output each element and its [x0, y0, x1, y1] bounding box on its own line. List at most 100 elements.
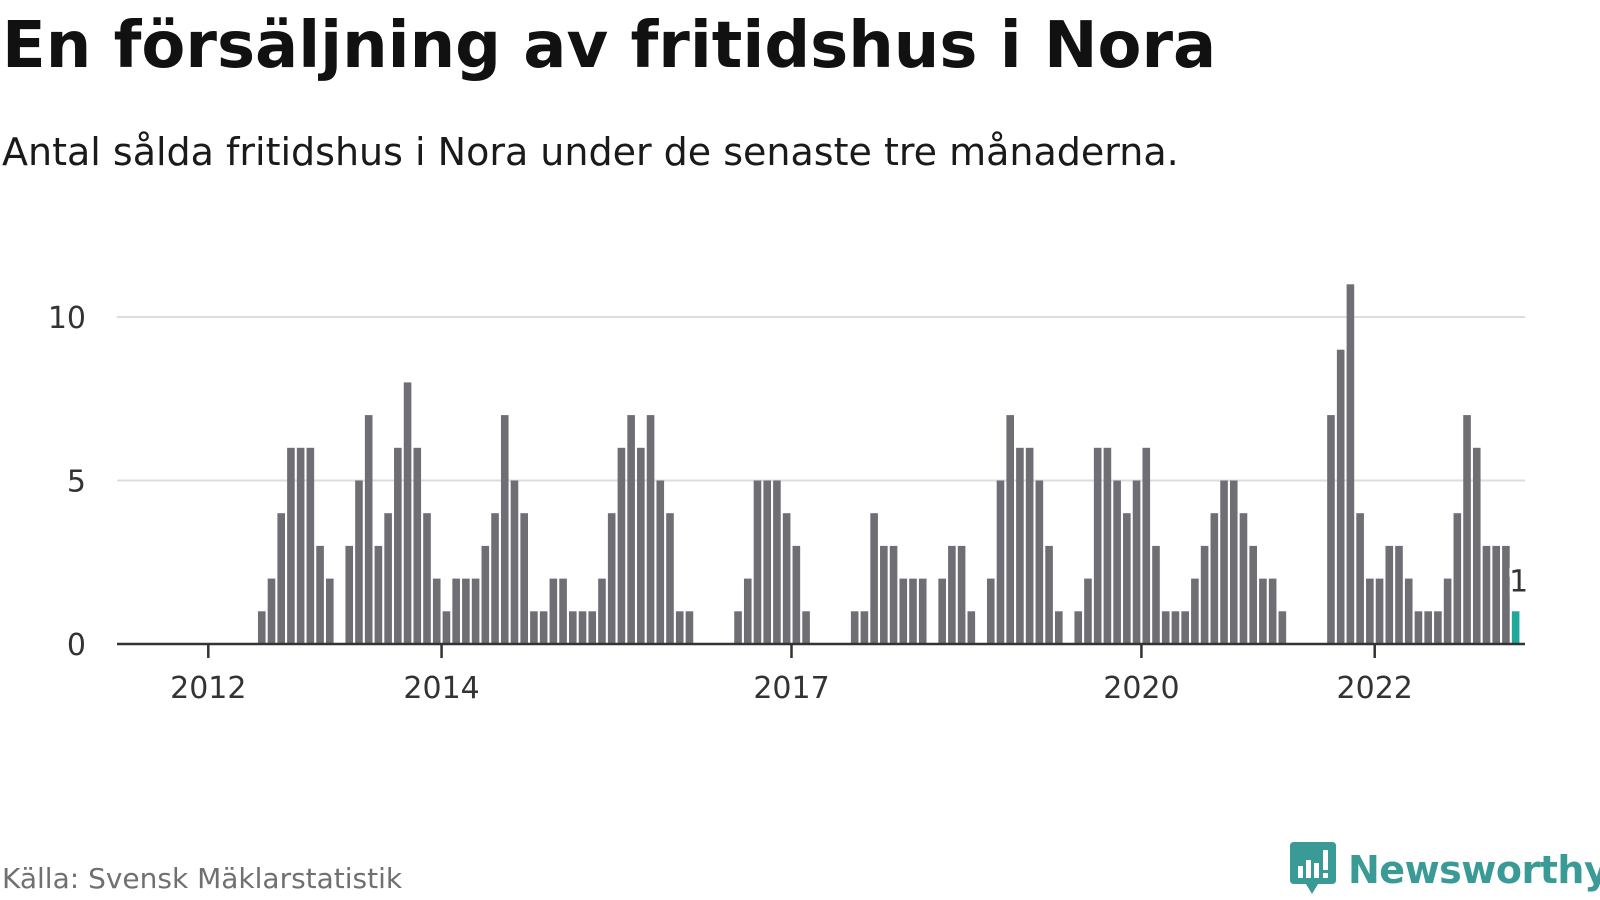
bar	[481, 545, 490, 644]
bar	[870, 513, 878, 644]
bar	[364, 415, 373, 644]
brand-name: Newsworthy	[1348, 848, 1600, 892]
bar	[277, 513, 285, 644]
bar	[413, 447, 422, 644]
bar	[598, 578, 606, 644]
bar	[1453, 513, 1462, 644]
y-tick-label: 5	[67, 465, 86, 500]
bar	[1152, 545, 1160, 644]
bar	[1414, 611, 1423, 644]
bar	[918, 578, 927, 644]
bar	[1035, 480, 1044, 644]
bar	[773, 480, 781, 644]
bar	[394, 447, 402, 644]
bar	[345, 545, 354, 644]
bar	[792, 545, 801, 644]
bar	[306, 447, 315, 644]
bar	[1375, 578, 1384, 644]
x-tick-label: 2017	[753, 671, 829, 706]
axes: 0 5 10 1 2012 2014 2017 2020 2022	[48, 301, 1531, 706]
bar	[374, 545, 383, 644]
bar	[1016, 447, 1024, 644]
bar	[996, 480, 1005, 644]
newsworthy-logo-icon	[1290, 840, 1336, 900]
bar	[510, 480, 519, 644]
bar	[938, 578, 946, 644]
bar	[909, 578, 917, 644]
bar	[588, 611, 597, 644]
bar	[559, 578, 567, 644]
bar	[1025, 447, 1034, 644]
bar	[1074, 611, 1083, 644]
brand-logo[interactable]: Newsworthy	[1290, 842, 1600, 898]
bar	[1278, 611, 1287, 644]
bar	[967, 611, 976, 644]
bar	[957, 545, 966, 644]
x-tick-label: 2020	[1103, 671, 1179, 706]
bar	[1492, 545, 1500, 644]
bar	[1239, 513, 1248, 644]
bar	[1336, 349, 1345, 644]
bar	[860, 611, 869, 644]
bar	[1385, 545, 1394, 644]
bar	[743, 578, 752, 644]
bar	[1327, 415, 1335, 644]
bar-latest	[1511, 611, 1520, 644]
chart-title: En försäljning av fritidshus i Nora	[2, 9, 1217, 83]
bar	[986, 578, 995, 644]
bar	[296, 447, 305, 644]
bar	[1181, 611, 1189, 644]
bar	[656, 480, 665, 644]
bar	[607, 513, 616, 644]
bar	[948, 545, 956, 644]
bar	[520, 513, 528, 644]
bar	[1103, 447, 1112, 644]
bar	[1132, 480, 1141, 644]
bar	[1259, 578, 1267, 644]
bar	[1200, 545, 1209, 644]
bar	[1443, 578, 1452, 644]
x-tick-label: 2014	[403, 671, 479, 706]
bar	[617, 447, 626, 644]
x-tick-label: 2012	[170, 671, 246, 706]
chart-subtitle: Antal sålda fritidshus i Nora under de s…	[2, 130, 1179, 174]
bars	[257, 284, 1520, 644]
bar	[889, 545, 898, 644]
bar	[432, 578, 441, 644]
bar	[578, 611, 587, 644]
bar	[666, 513, 674, 644]
bar	[452, 578, 460, 644]
bar	[1268, 578, 1277, 644]
bar	[384, 513, 392, 644]
bar	[1220, 480, 1228, 644]
bar	[462, 578, 470, 644]
bar	[491, 513, 499, 644]
bar	[355, 480, 363, 644]
bar	[646, 415, 655, 644]
bar	[1366, 578, 1374, 644]
bar	[423, 513, 431, 644]
bar	[1404, 578, 1413, 644]
bar	[1093, 447, 1102, 644]
bar	[1482, 545, 1491, 644]
bar	[1229, 480, 1238, 644]
bar	[899, 578, 908, 644]
bar	[1191, 578, 1199, 644]
bar	[1395, 545, 1403, 644]
bar	[763, 480, 771, 644]
bar	[549, 578, 558, 644]
bar	[685, 611, 694, 644]
bar	[1084, 578, 1092, 644]
bar	[500, 415, 509, 644]
bar	[753, 480, 762, 644]
bar	[1113, 480, 1121, 644]
bar	[1055, 611, 1063, 644]
bar	[1142, 447, 1151, 644]
bar	[1472, 447, 1481, 644]
bar	[880, 545, 888, 644]
bar	[539, 611, 548, 644]
y-tick-label: 0	[67, 628, 86, 663]
bar	[1123, 513, 1131, 644]
bar	[442, 611, 451, 644]
